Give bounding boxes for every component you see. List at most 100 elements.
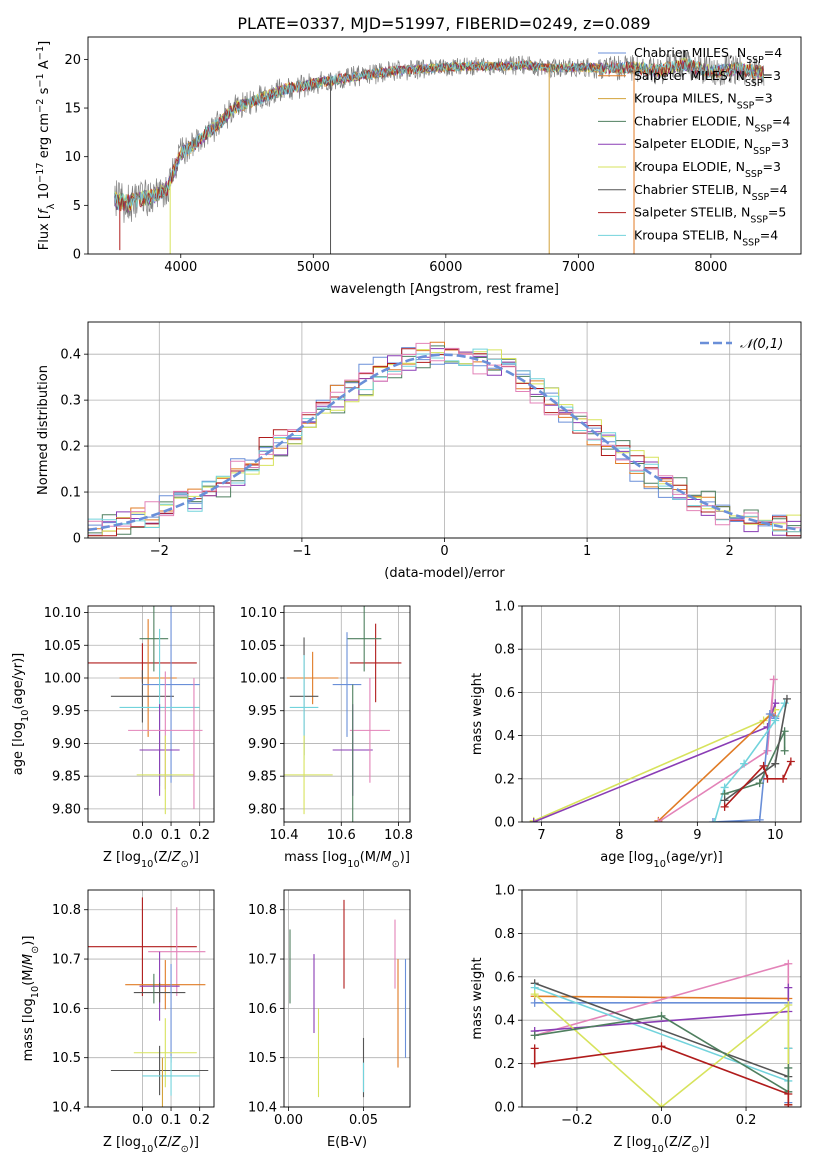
residuals-ytick-label: 0.3 (60, 394, 81, 409)
mass_weight_vs_z-xlabel: Z [log10(Z/Z⊙)] (614, 1135, 710, 1155)
mass-weight-point-marker (784, 959, 793, 968)
age_vs_z-xtick-label: 0.2 (189, 828, 210, 843)
mass_weight_vs_z-xtick-label: 0.2 (736, 1113, 757, 1128)
age_vs_z-ylabel: age [log10(age/yr)] (11, 653, 31, 776)
spectrum-xtick-label: 7000 (562, 260, 595, 275)
mass_weight_vs_z-ylabel: mass weight (470, 957, 485, 1039)
mass_weight_vs_age-ytick-label: 1.0 (494, 600, 515, 615)
mass-weight-point-marker (530, 990, 539, 999)
mass-weight-point-marker (786, 757, 795, 766)
mass_vs_ebv-xlabel: E(B-V) (327, 1135, 367, 1150)
mass_vs_z-ytick-label: 10.5 (52, 1051, 81, 1066)
mass_weight_vs_z-xtick-label: 0.0 (651, 1113, 672, 1128)
age_vs_mass-ytick-label: 10.00 (240, 672, 277, 687)
mass-weight-point-marker (784, 1063, 793, 1072)
mass_weight_vs_age-xtick-label: 8 (615, 828, 623, 843)
mass_weight_vs_age-xtick-label: 7 (537, 828, 545, 843)
legend-entry-label: Chabrier ELODIE, NSSP=4 (634, 113, 790, 133)
mass_weight_vs_age-plot-area (529, 675, 795, 822)
residuals-ytick-label: 0.2 (60, 440, 81, 455)
age_vs_mass-ytick-label: 10.05 (240, 639, 277, 654)
age_vs_mass-ytick-label: 9.90 (248, 737, 277, 752)
spectrum-xtick-label: 5000 (297, 260, 330, 275)
mass-weight-point-marker (657, 1103, 666, 1107)
mass-weight-point-marker (657, 1042, 666, 1051)
mass-weight-point-marker (784, 1100, 793, 1107)
spectrum-ytick-label: 20 (64, 53, 81, 68)
legend-entry-label: Chabrier STELIB, NSSP=4 (634, 182, 788, 203)
residuals-ytick-label: 0 (73, 532, 81, 547)
mass-weight-point-marker (755, 779, 764, 788)
residuals-ylabel: Normed distribution (36, 365, 51, 495)
mass_vs_ebv-plot-area (289, 899, 407, 1098)
normal-distribution-curve (88, 353, 801, 532)
spectrum-xtick-label: 6000 (429, 260, 462, 275)
mass_weight_vs_age-axes-frame (521, 605, 802, 823)
mass-weight-point-marker (769, 675, 778, 684)
mass_weight_vs_age-ytick-label: 0.4 (494, 729, 515, 744)
age_vs_z-ytick-label: 10.05 (44, 639, 81, 654)
mass-weight-point-marker (708, 818, 717, 822)
age_vs_z-plot-area (88, 606, 203, 815)
mass-weight-point-marker (759, 761, 768, 770)
spectrum-xtick-label: 8000 (694, 260, 727, 275)
mass-weight-point-marker (530, 1044, 539, 1053)
mass_weight_vs_z-ytick-label: 1.0 (494, 884, 515, 899)
mass_weight_vs_z-plot-area (530, 959, 793, 1107)
mass-weight-point-marker (780, 727, 789, 736)
spectrum-xlabel: wavelength [Angstrom, rest frame] (330, 282, 559, 297)
mass_weight_vs_z-ytick-label: 0.2 (494, 1057, 515, 1072)
age_vs_z-ytick-label: 9.90 (52, 737, 81, 752)
legend-entry-label: Kroupa MILES, NSSP=3 (634, 91, 773, 112)
mass_vs_ebv-ytick-label: 10.7 (248, 953, 277, 968)
mass-weight-point-marker (765, 710, 774, 718)
mass_weight_vs_z-axes-frame (521, 889, 802, 1108)
mass_vs_z-xtick-label: 0.1 (161, 1113, 182, 1128)
mass_vs_ebv-ytick-label: 10.8 (248, 903, 277, 918)
mass_weight_vs_z-xtick-label: −0.2 (561, 1113, 593, 1128)
age_vs_z-ytick-label: 10.00 (44, 672, 81, 687)
mass-weight-series-line (534, 1015, 790, 1094)
residuals-xtick-label: −2 (150, 544, 169, 559)
mass-weight-point-marker (530, 1059, 539, 1068)
age_vs_z-axes-frame (87, 605, 215, 823)
residuals-xtick-label: 2 (726, 544, 734, 559)
mass_vs_z-ytick-label: 10.7 (52, 953, 81, 968)
age_vs_z-ytick-label: 9.85 (52, 770, 81, 785)
age_vs_mass-xtick-label: 10.8 (384, 828, 413, 843)
age_vs_z-ytick-label: 9.80 (52, 802, 81, 817)
age_vs_mass-xlabel: mass [log10(M/M⊙)] (284, 850, 410, 870)
age_vs_mass-plot-area (284, 606, 402, 822)
mass-weight-point-marker (720, 802, 729, 811)
spectrum-ylabel: Flux [fλ 10−17 erg cm−2 s−1 A−1] (35, 41, 57, 250)
mass_weight_vs_z-ytick-label: 0.6 (494, 970, 515, 985)
age_vs_mass-axes-frame (283, 605, 411, 823)
spectrum-ytick-label: 0 (73, 248, 81, 263)
mass_weight_vs_z-ytick-label: 0.4 (494, 1014, 515, 1029)
legend-entry-label: 𝒩(0,1) (740, 337, 783, 352)
age_vs_mass-xtick-label: 10.4 (270, 828, 299, 843)
legend-entry-label: Kroupa ELODIE, NSSP=3 (634, 159, 781, 180)
mass_weight_vs_age-xlabel: age [log10(age/yr)] (600, 850, 723, 870)
mass-weight-point-marker (784, 1089, 793, 1098)
mass-weight-point-marker (529, 818, 538, 822)
legend-entry-label: Kroupa STELIB, NSSP=4 (634, 227, 778, 248)
mass_weight_vs_age-ytick-label: 0.0 (494, 816, 515, 831)
age_vs_mass-ytick-label: 10.10 (240, 606, 277, 621)
mass_vs_ebv-ytick-label: 10.6 (248, 1002, 277, 1017)
mass_vs_ebv-ytick-label: 10.4 (248, 1101, 277, 1116)
mass-weight-point-marker (779, 774, 788, 783)
age_vs_z-xtick-label: 0.1 (161, 828, 182, 843)
spectrum-ytick-label: 5 (73, 199, 81, 214)
mass_vs_z-ylabel: mass [log10(M/M⊙)] (21, 936, 41, 1062)
mass-weight-point-marker (657, 1011, 666, 1020)
spectrum-ytick-label: 15 (64, 102, 81, 117)
age_vs_z-ytick-label: 9.95 (52, 704, 81, 719)
spectrum-axes-frame (87, 36, 802, 255)
mass_vs_ebv-axes-frame (283, 889, 411, 1108)
mass_vs_z-axes-frame (87, 889, 215, 1108)
mass-weight-point-marker (755, 815, 764, 822)
legend-entry-label: Salpeter STELIB, NSSP=5 (634, 205, 786, 226)
